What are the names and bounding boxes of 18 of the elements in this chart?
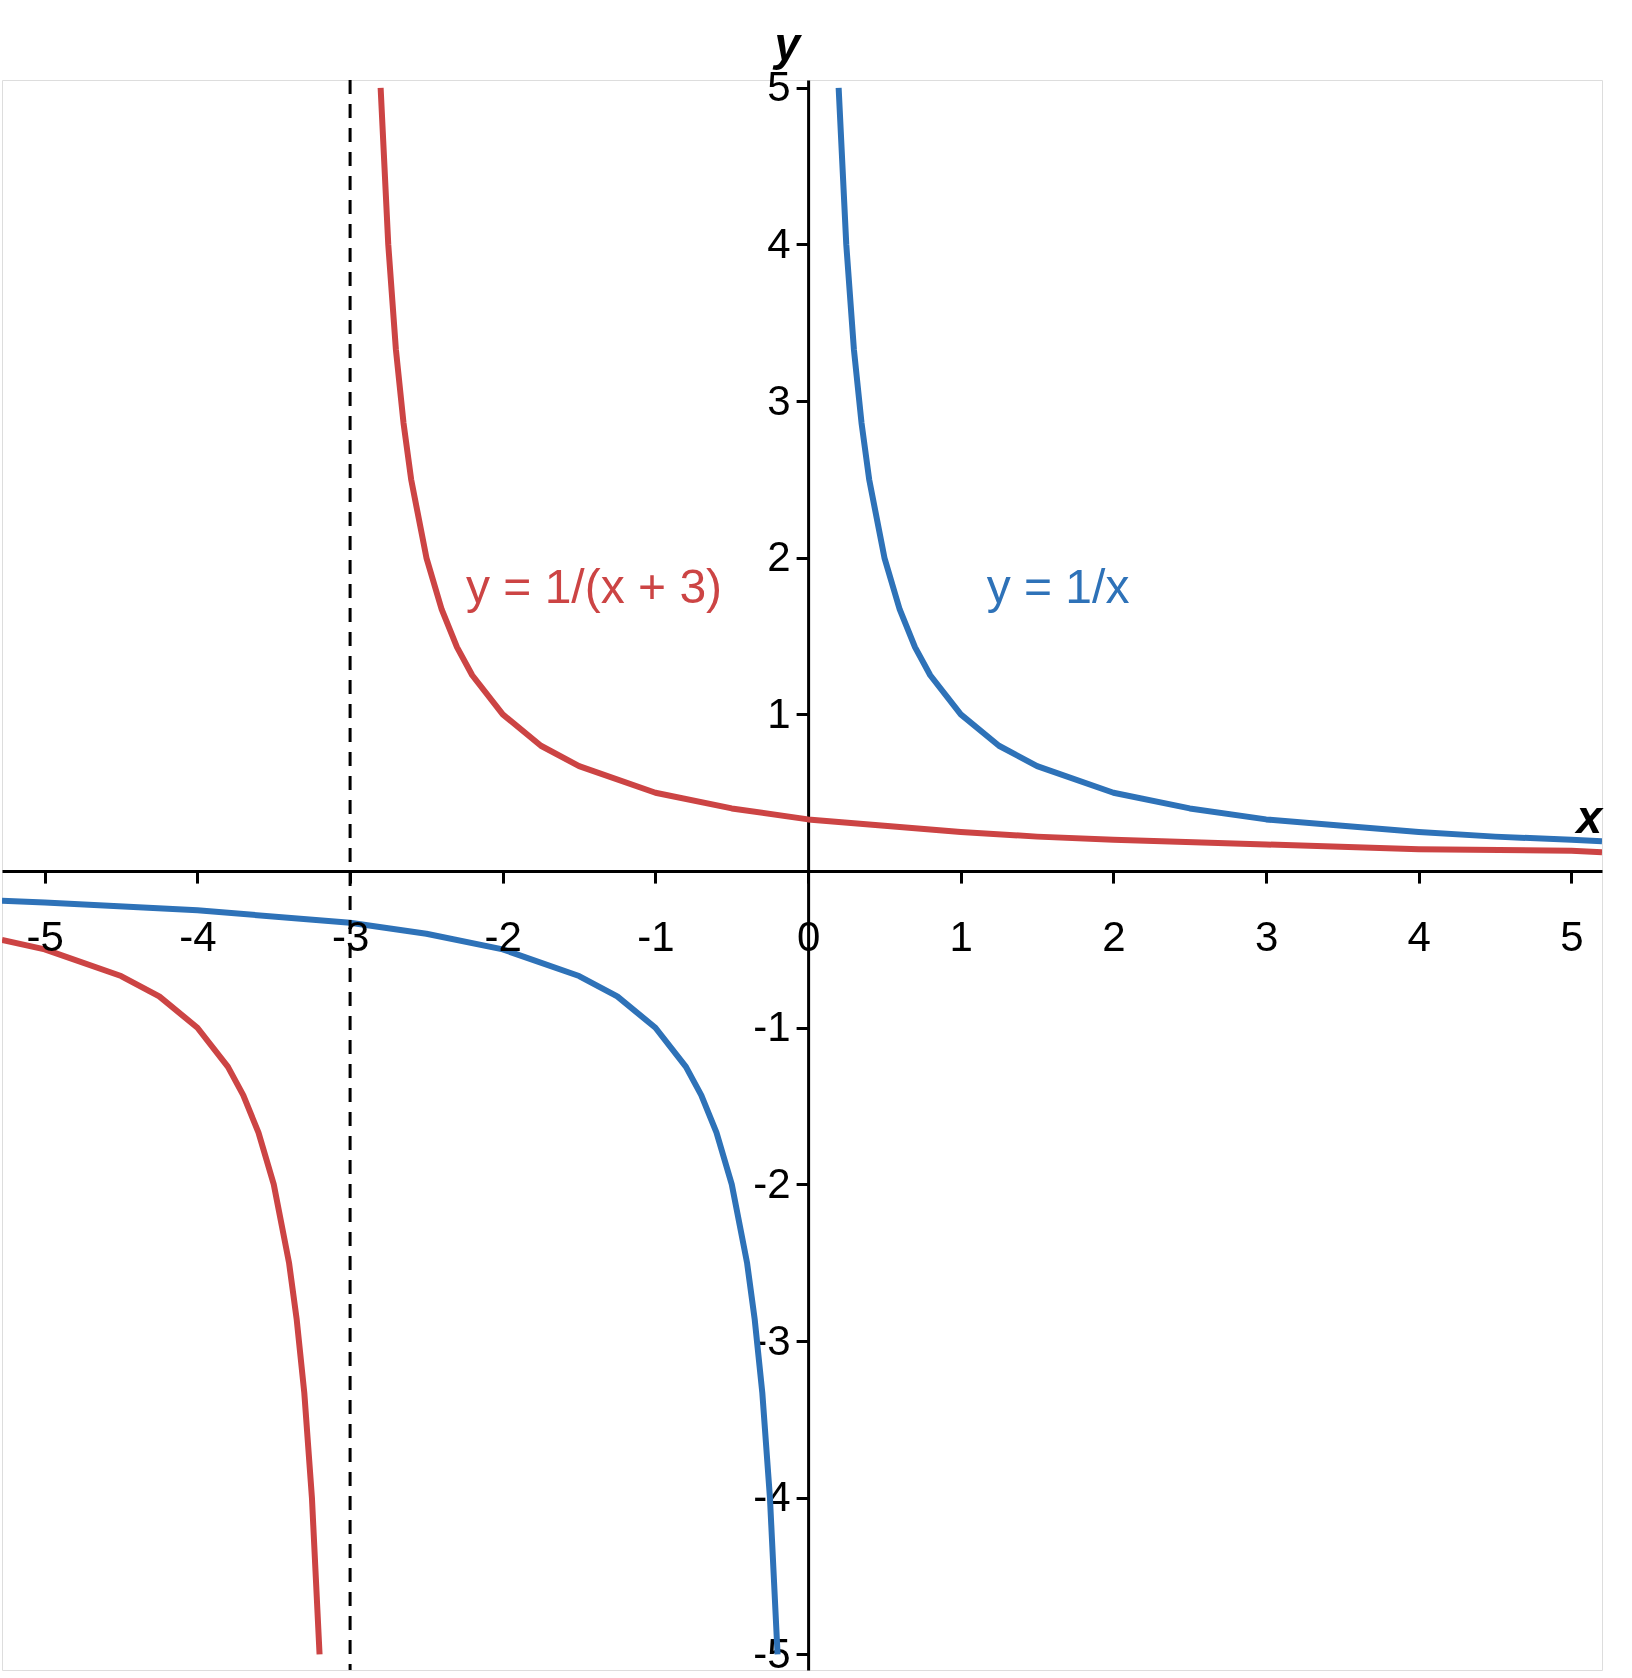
x-tick-label: 1	[949, 912, 973, 960]
x-tick-label: -2	[484, 912, 522, 960]
x-tick-label: -1	[637, 912, 675, 960]
y-tick-label: 4	[767, 219, 791, 267]
series-label: y = 1/x	[986, 559, 1130, 613]
x-tick-label: -4	[179, 912, 217, 960]
x-tick-label: 4	[1407, 912, 1431, 960]
y-tick-label: 1	[767, 689, 791, 737]
series-label: y = 1/(x + 3)	[465, 559, 723, 613]
y-tick-label: -2	[753, 1159, 791, 1207]
y-tick-label: 3	[767, 376, 791, 424]
y-tick-label: -1	[753, 1003, 791, 1051]
x-axis-title: x	[1573, 791, 1605, 844]
x-tick-label: 2	[1102, 912, 1126, 960]
y-tick-label: 2	[767, 533, 791, 581]
x-tick-label: -5	[26, 912, 64, 960]
x-tick-label: 3	[1254, 912, 1279, 960]
x-tick-label: 5	[1560, 912, 1584, 960]
